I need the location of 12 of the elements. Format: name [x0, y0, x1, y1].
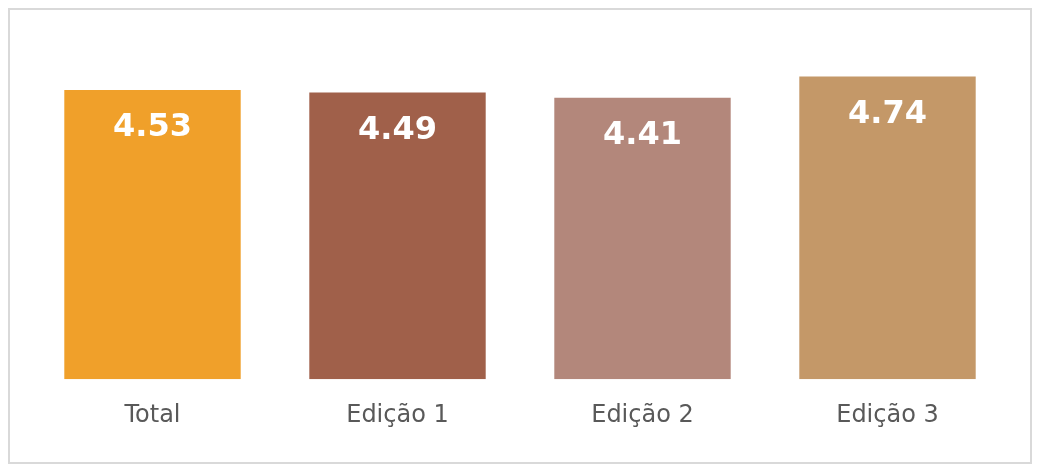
bar [799, 76, 976, 380]
data-label: 4.49 [358, 108, 437, 147]
bar [554, 97, 731, 380]
x-tick-label: Edição 2 [591, 399, 694, 428]
x-tick-label: Edição 1 [346, 399, 449, 428]
bar [64, 90, 241, 380]
bar [309, 92, 486, 380]
data-label: 4.41 [603, 113, 682, 152]
data-label: 4.53 [113, 106, 192, 145]
x-tick-label: Total [123, 399, 181, 428]
x-tick-label: Edição 3 [836, 399, 939, 428]
data-label: 4.74 [848, 92, 927, 131]
